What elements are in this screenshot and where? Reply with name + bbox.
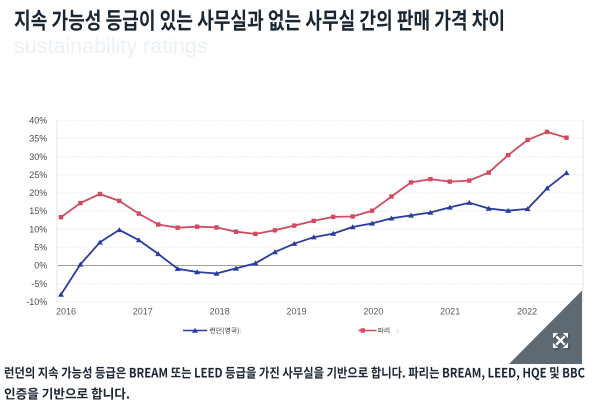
svg-text:-5%: -5% [31, 279, 47, 289]
svg-text:2021: 2021 [440, 307, 460, 317]
svg-text:2019: 2019 [286, 307, 306, 317]
svg-text:30%: 30% [29, 152, 47, 162]
svg-text:2020: 2020 [363, 307, 383, 317]
svg-text:35%: 35% [29, 134, 47, 144]
svg-text:-10%: -10% [26, 297, 47, 307]
svg-text:2016: 2016 [56, 307, 76, 317]
svg-text:2017: 2017 [133, 307, 153, 317]
svg-text:i: i [397, 329, 398, 335]
svg-text:10%: 10% [29, 224, 47, 234]
svg-text:15%: 15% [29, 206, 47, 216]
svg-text:2022: 2022 [517, 307, 537, 317]
svg-text:20%: 20% [29, 188, 47, 198]
svg-text:2018: 2018 [210, 307, 230, 317]
svg-text:i: i [240, 329, 241, 335]
svg-text:40%: 40% [29, 116, 47, 126]
svg-text:25%: 25% [29, 170, 47, 180]
svg-text:0%: 0% [34, 261, 47, 271]
svg-text:5%: 5% [34, 243, 47, 253]
